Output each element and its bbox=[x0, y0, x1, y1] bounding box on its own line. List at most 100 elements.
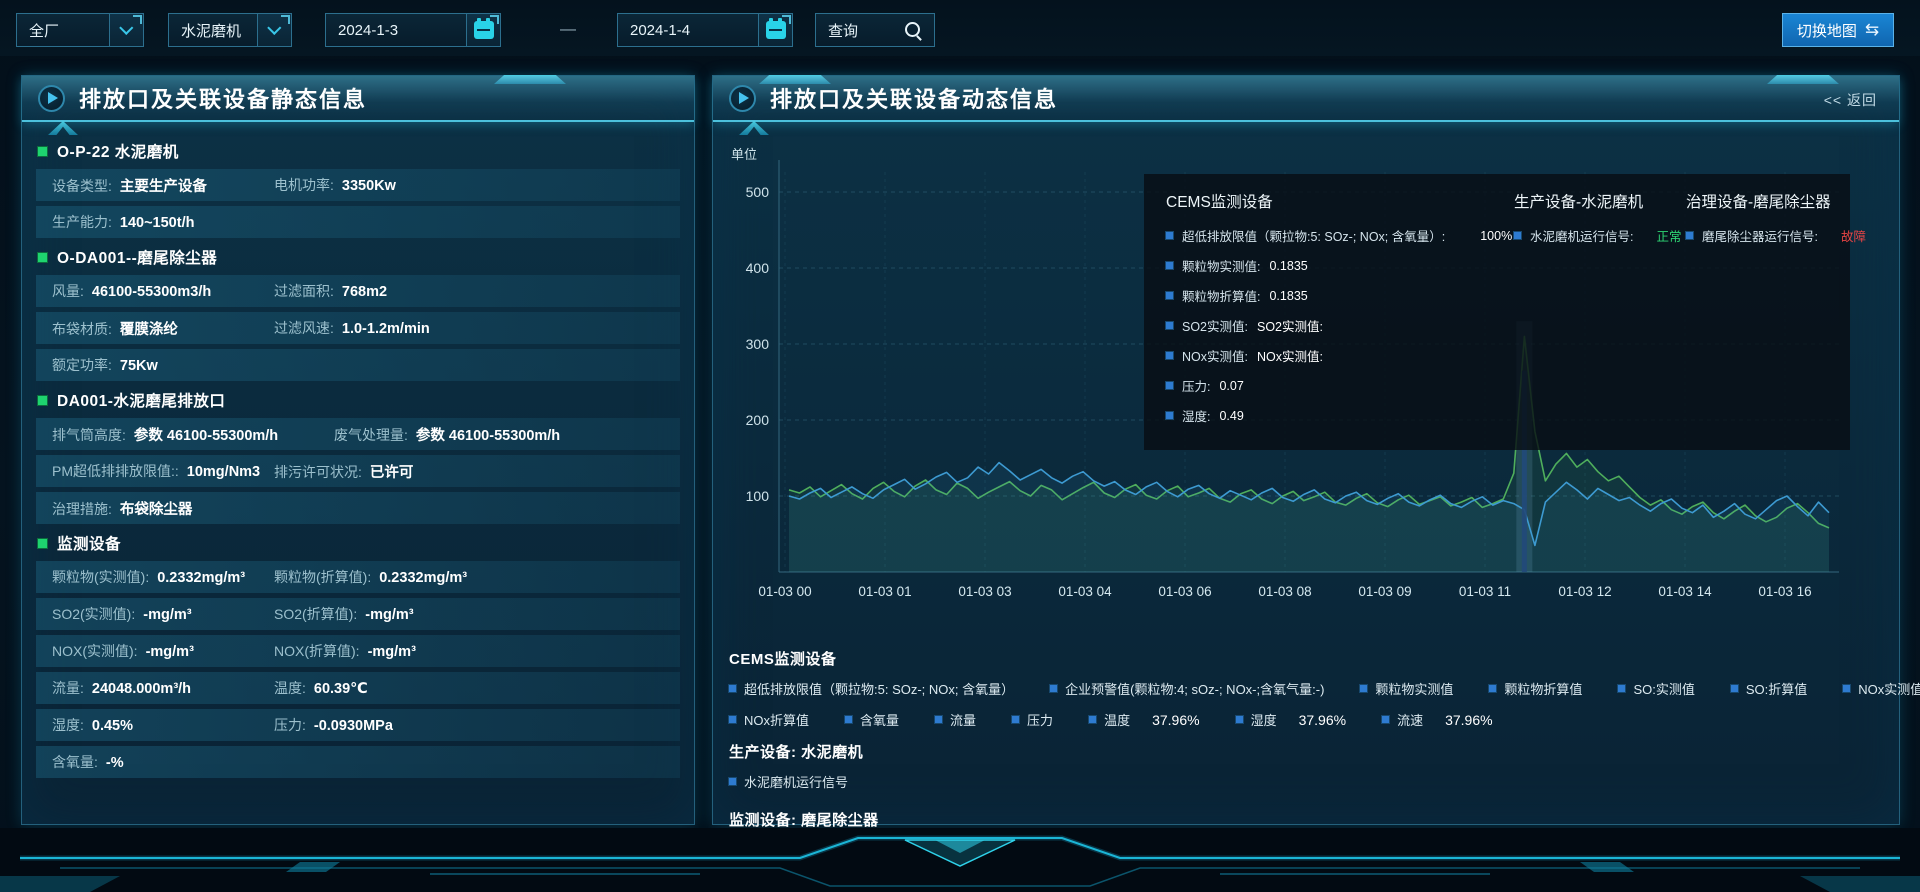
chart-canvas[interactable] bbox=[729, 132, 1869, 632]
legend-square-icon bbox=[1166, 352, 1173, 359]
device-select-dropdown-box[interactable] bbox=[257, 14, 291, 46]
legend-item[interactable]: NOx折算值 bbox=[729, 710, 809, 729]
legend-square-icon bbox=[729, 716, 736, 723]
tooltip-treatment-column: 治理设备-磨尾除尘器 磨尾除尘器运行信号: 故障 bbox=[1686, 194, 1866, 244]
info-row: 生产能力: 140~150t/h bbox=[36, 206, 680, 238]
play-icon bbox=[38, 84, 65, 112]
plant-select-dropdown-box[interactable] bbox=[109, 14, 143, 46]
static-panel-title: 排放口及关联设备静态信息 bbox=[79, 87, 368, 112]
info-row: SO2(实测值): -mg/m³ SO2(折算值): -mg/m³ bbox=[36, 598, 680, 630]
y-tick: 100 bbox=[745, 488, 769, 504]
legend-item[interactable]: 超低排放限值（颗拉物:5: SOz-; NOx; 含氧量） bbox=[729, 679, 1014, 698]
legend-square-icon bbox=[1618, 685, 1626, 692]
legend-square-icon bbox=[1843, 685, 1851, 692]
query-button[interactable]: 查询 bbox=[815, 13, 935, 47]
legend-square-icon bbox=[1166, 322, 1173, 329]
legend-square-icon bbox=[1730, 685, 1738, 692]
legend-row-2: NOx折算值 含氧量 流量 压力 温度 37.96% 湿度 37.96% 流速 37.… bbox=[729, 710, 1899, 729]
switch-map-label: 切换地图 bbox=[1796, 22, 1857, 40]
legend-item[interactable]: 含氧量 bbox=[845, 710, 899, 729]
end-date-calendar-box[interactable] bbox=[758, 14, 792, 46]
info-row: 含氧量: -% bbox=[36, 746, 680, 778]
legend-square-icon bbox=[935, 716, 943, 723]
legend-item[interactable]: 颗粒物实测值 bbox=[1360, 679, 1453, 698]
back-link[interactable]: << 返回 bbox=[1823, 92, 1877, 108]
x-tick: 01-03 00 bbox=[758, 584, 812, 599]
legend-square-icon bbox=[1166, 262, 1173, 269]
chart-tooltip: CEMS监测设备 超低排放限值（颗拉物:5: SOz-; NOx; 含氧量）: 1… bbox=[1144, 174, 1866, 450]
green-square-icon bbox=[38, 538, 47, 548]
y-tick: 200 bbox=[745, 412, 769, 428]
legend-square-icon bbox=[1050, 685, 1058, 692]
section-title-monitor-device: 监测设备 bbox=[38, 532, 680, 554]
plant-select-value: 全厂 bbox=[29, 22, 60, 40]
start-date-calendar-box[interactable] bbox=[466, 14, 500, 46]
info-row: 排气筒高度: 参数 46100-55300m/h 废气处理量: 参数 46100-5… bbox=[36, 418, 680, 450]
x-tick: 01-03 16 bbox=[1758, 584, 1812, 599]
info-row: 湿度: 0.45% 压力: -0.0930MPa bbox=[36, 709, 680, 741]
static-info-header: 排放口及关联设备静态信息 bbox=[22, 76, 694, 122]
chevron-down-icon bbox=[118, 20, 133, 35]
legend-square-icon bbox=[1686, 232, 1693, 239]
y-tick: 400 bbox=[745, 260, 769, 276]
plant-select[interactable]: 全厂 bbox=[16, 13, 144, 47]
info-row: PM超低排排放限值:: 10mg/Nm3 排污许可状况: 已许可 bbox=[36, 455, 680, 487]
legend-item[interactable]: SO:折算值 bbox=[1730, 679, 1807, 698]
legend-square-icon bbox=[1360, 685, 1368, 692]
dynamic-panel-title: 排放口及关联设备动态信息 bbox=[770, 87, 1059, 112]
legend-item[interactable]: 温度 37.96% bbox=[1089, 710, 1200, 729]
info-row: 治理措施: 布袋除尘器 bbox=[36, 492, 680, 524]
footer-deco-graphic bbox=[0, 828, 1920, 892]
legend-item[interactable]: 水泥磨机运行信号 bbox=[729, 772, 848, 791]
info-row: NOX(实测值): -mg/m³ NOX(折算值): -mg/m³ bbox=[36, 635, 680, 667]
top-filter-bar: 全厂 水泥磨机 2024-1-3 — 2024-1-4 查询 切换地图 ⇆ bbox=[0, 0, 1920, 56]
info-row: 颗粒物(实测值): 0.2332mg/m³ 颗粒物(折算值): 0.2332mg/m… bbox=[36, 561, 680, 593]
x-tick: 01-03 09 bbox=[1358, 584, 1412, 599]
legend-square-icon bbox=[1235, 716, 1243, 723]
legend-group-production-title: 生产设备: 水泥磨机 bbox=[729, 744, 864, 761]
section-title-dust-collector: O-DA001--磨尾除尘器 bbox=[38, 246, 680, 268]
legend-item[interactable]: 流量 bbox=[935, 710, 976, 729]
status-error-value: 故障 bbox=[1840, 230, 1866, 244]
legend-zone: CEMS监测设备 超低排放限值（颗拉物:5: SOz-; NOx; 含氧量） 企… bbox=[713, 632, 1920, 859]
legend-item[interactable]: 压力 bbox=[1012, 710, 1053, 729]
legend-square-icon bbox=[1514, 232, 1521, 239]
legend-item[interactable]: 颗粒物折算值 bbox=[1489, 679, 1582, 698]
end-date-input[interactable]: 2024-1-4 bbox=[617, 13, 793, 47]
chevron-down-icon bbox=[266, 20, 281, 35]
device-select-value: 水泥磨机 bbox=[181, 22, 242, 40]
search-icon bbox=[904, 21, 922, 39]
legend-item[interactable]: 流速 37.96% bbox=[1382, 710, 1493, 729]
x-tick: 01-03 12 bbox=[1558, 584, 1612, 599]
x-tick: 01-03 03 bbox=[958, 584, 1012, 599]
trend-chart[interactable]: 单位 500 400 300 200 100 01-03 00 01-03 01… bbox=[729, 132, 1869, 632]
calendar-icon bbox=[473, 18, 494, 39]
status-ok-value: 正常 bbox=[1656, 230, 1682, 244]
legend-square-icon bbox=[1489, 685, 1497, 692]
x-tick: 01-03 14 bbox=[1658, 584, 1712, 599]
tooltip-cems-column: CEMS监测设备 超低排放限值（颗拉物:5: SOz-; NOx; 含氧量）: 1… bbox=[1166, 194, 1513, 424]
x-tick: 01-03 11 bbox=[1458, 584, 1512, 599]
tooltip-production-column: 生产设备-水泥磨机 水泥磨机运行信号: 正常 bbox=[1514, 194, 1682, 244]
green-square-icon bbox=[38, 146, 47, 156]
legend-square-icon bbox=[1089, 716, 1097, 723]
start-date-input[interactable]: 2024-1-3 bbox=[325, 13, 501, 47]
section-title-outlet: DA001-水泥磨尾排放口 bbox=[38, 389, 680, 411]
dynamic-info-header: 排放口及关联设备动态信息 << 返回 bbox=[713, 76, 1899, 122]
info-row: 额定功率: 75Kw bbox=[36, 349, 680, 381]
legend-item[interactable]: 湿度 37.96% bbox=[1235, 710, 1346, 729]
legend-square-icon bbox=[1166, 382, 1173, 389]
legend-square-icon bbox=[729, 685, 736, 692]
legend-square-icon bbox=[729, 778, 736, 785]
legend-group-monitor-title: 监测设备: 磨尾除尘器 bbox=[729, 812, 879, 829]
date-range-separator: — bbox=[560, 21, 576, 38]
legend-item[interactable]: NOx实测值 bbox=[1843, 679, 1920, 698]
legend-item[interactable]: SO:实测值 bbox=[1618, 679, 1695, 698]
legend-item[interactable]: 企业预警值(颗粒物:4; sOz-; NOx-;含氧气量:-) bbox=[1050, 679, 1324, 698]
info-row: 布袋材质: 覆膜涤纶 过滤风速: 1.0-1.2m/min bbox=[36, 312, 680, 344]
legend-square-icon bbox=[1382, 716, 1390, 723]
device-select[interactable]: 水泥磨机 bbox=[168, 13, 292, 47]
switch-map-button[interactable]: 切换地图 ⇆ bbox=[1782, 13, 1894, 47]
static-info-panel: 排放口及关联设备静态信息 O-P-22 水泥磨机 设备类型: 主要生产设备 电机功… bbox=[21, 75, 695, 825]
calendar-icon bbox=[765, 18, 786, 39]
